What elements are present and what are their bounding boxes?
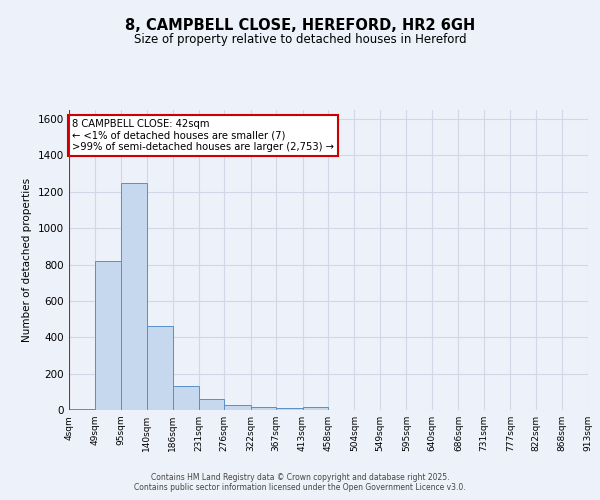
Bar [95,261,121,410]
Bar [69,408,95,410]
Bar [121,182,146,410]
Bar [251,408,276,410]
Text: Size of property relative to detached houses in Hereford: Size of property relative to detached ho… [134,32,466,46]
Text: 8 CAMPBELL CLOSE: 42sqm
← <1% of detached houses are smaller (7)
>99% of semi-de: 8 CAMPBELL CLOSE: 42sqm ← <1% of detache… [73,119,334,152]
Bar [146,326,173,410]
Y-axis label: Number of detached properties: Number of detached properties [22,178,32,342]
Bar [276,408,302,410]
Text: Contains HM Land Registry data © Crown copyright and database right 2025.
Contai: Contains HM Land Registry data © Crown c… [134,473,466,492]
Bar [302,408,328,410]
Text: 8, CAMPBELL CLOSE, HEREFORD, HR2 6GH: 8, CAMPBELL CLOSE, HEREFORD, HR2 6GH [125,18,475,32]
Bar [224,406,251,410]
Bar [173,386,199,410]
Bar [199,399,224,410]
